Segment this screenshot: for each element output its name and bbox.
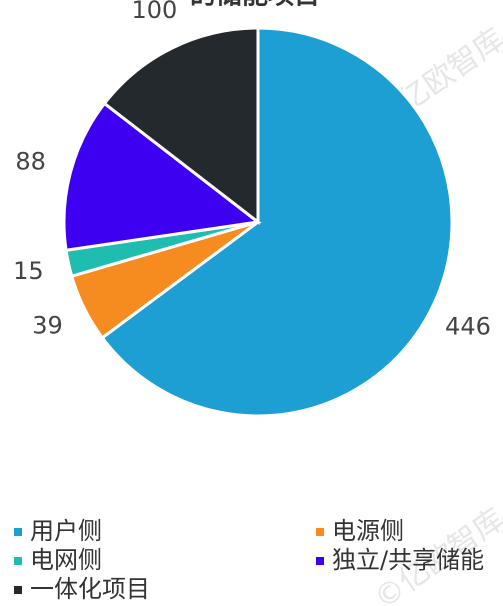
data-label: 88: [15, 148, 46, 176]
data-label: 15: [13, 257, 44, 285]
pie-slice: [100, 26, 454, 418]
legend-swatch: [14, 557, 22, 565]
legend-label: 独立/共享储能: [332, 546, 484, 574]
data-label: 446: [445, 313, 491, 341]
legend-label: 一体化项目: [30, 575, 150, 603]
legend-label: 电源侧: [332, 517, 404, 545]
legend-swatch: [14, 528, 22, 536]
legend-swatch: [316, 528, 324, 536]
pie-slice: [62, 101, 262, 252]
data-label: 39: [32, 312, 63, 340]
pie-slice: [102, 26, 260, 226]
legend-label: 用户侧: [30, 517, 102, 545]
data-label: 100: [131, 0, 177, 24]
chart-title: 的储能项目: [190, 0, 320, 11]
legend-label: 电网侧: [30, 546, 102, 574]
legend-swatch: [316, 557, 324, 565]
legend-swatch: [14, 586, 22, 594]
